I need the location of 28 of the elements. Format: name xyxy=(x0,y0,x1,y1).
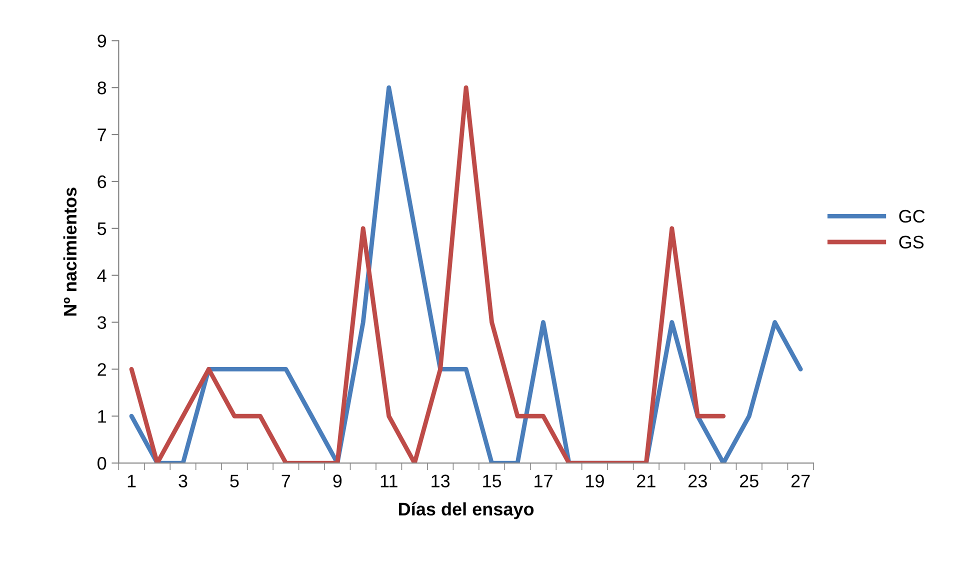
y-tick-label: 9 xyxy=(98,34,106,48)
x-tick-label: 21 xyxy=(637,474,656,488)
x-tick-label: 3 xyxy=(178,474,188,488)
y-tick-label: 1 xyxy=(98,410,106,423)
y-tick-label: 6 xyxy=(98,175,106,188)
x-tick-label: 5 xyxy=(230,474,239,488)
y-tick-label: 2 xyxy=(98,363,106,376)
x-tick-label: 15 xyxy=(483,474,502,488)
y-tick-label: 8 xyxy=(98,82,106,94)
y-axis-title: Nº nacimientos xyxy=(63,188,77,316)
x-tick-label: 19 xyxy=(586,474,604,488)
y-tick-label: 7 xyxy=(98,128,106,142)
x-tick-label: 9 xyxy=(333,474,342,488)
x-tick-label: 25 xyxy=(740,474,758,488)
x-tick-label: 23 xyxy=(688,474,707,488)
y-tick-label: 0 xyxy=(98,456,106,470)
x-tick-label: 13 xyxy=(432,474,450,488)
x-tick-label: 1 xyxy=(128,474,136,488)
x-axis-title: Días del ensayo xyxy=(399,502,534,520)
x-tick-label: 7 xyxy=(282,474,290,488)
x-tick-label: 11 xyxy=(380,474,398,488)
x-tick-label: 17 xyxy=(534,474,552,488)
y-tick-label: 3 xyxy=(98,316,106,329)
y-tick-label: 4 xyxy=(97,269,106,282)
x-tick-label: 27 xyxy=(791,474,810,488)
y-tick-label: 5 xyxy=(98,222,106,236)
legend-label: GC xyxy=(899,210,925,223)
legend-label: GS xyxy=(899,236,924,249)
